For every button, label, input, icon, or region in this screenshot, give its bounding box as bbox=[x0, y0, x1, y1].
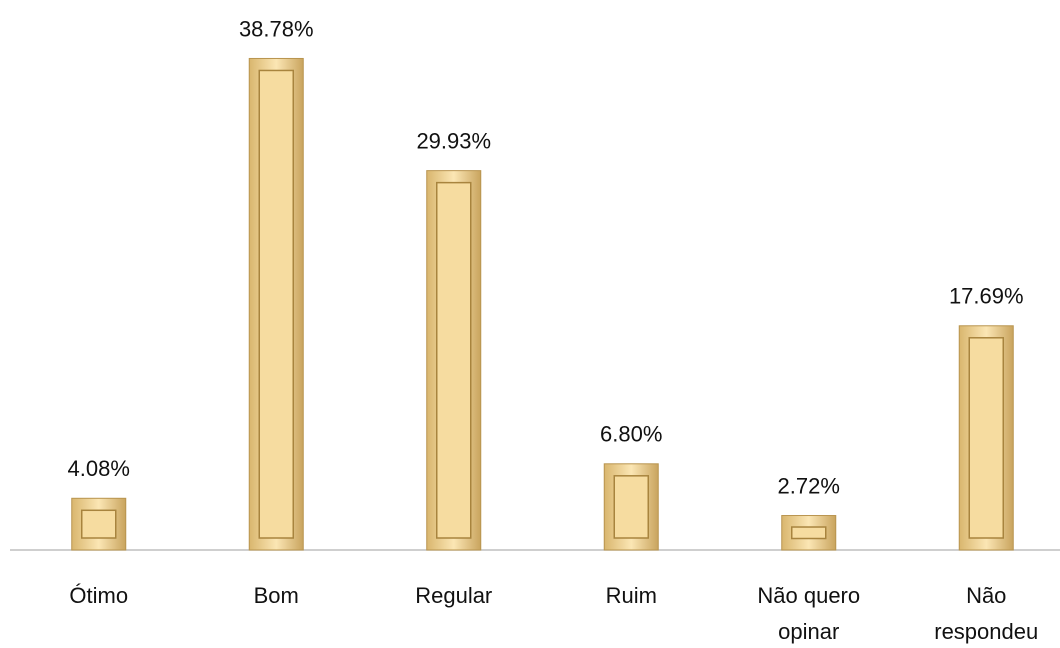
value-label: 6.80% bbox=[600, 422, 662, 447]
bar-bevel bbox=[968, 337, 1004, 539]
x-tick-label: Não respondeu bbox=[934, 583, 1039, 644]
value-label: 2.72% bbox=[778, 473, 840, 498]
x-tick-label: Regular bbox=[415, 583, 493, 608]
value-label: 4.08% bbox=[68, 456, 130, 481]
bar-bevel bbox=[613, 475, 649, 539]
x-tick-label: Ruim bbox=[605, 583, 657, 608]
value-label: 29.93% bbox=[416, 128, 491, 153]
bar-bevel bbox=[791, 526, 827, 540]
bar-bevel bbox=[81, 509, 117, 539]
x-tick-label: Ótimo bbox=[69, 583, 129, 608]
bar-bevel bbox=[258, 69, 294, 539]
x-tick-label: Não quero opinar bbox=[757, 583, 861, 644]
value-label: 38.78% bbox=[239, 16, 314, 41]
x-tick-label: Bom bbox=[253, 583, 299, 608]
value-label: 17.69% bbox=[949, 284, 1024, 309]
bar-bevel bbox=[436, 181, 472, 539]
